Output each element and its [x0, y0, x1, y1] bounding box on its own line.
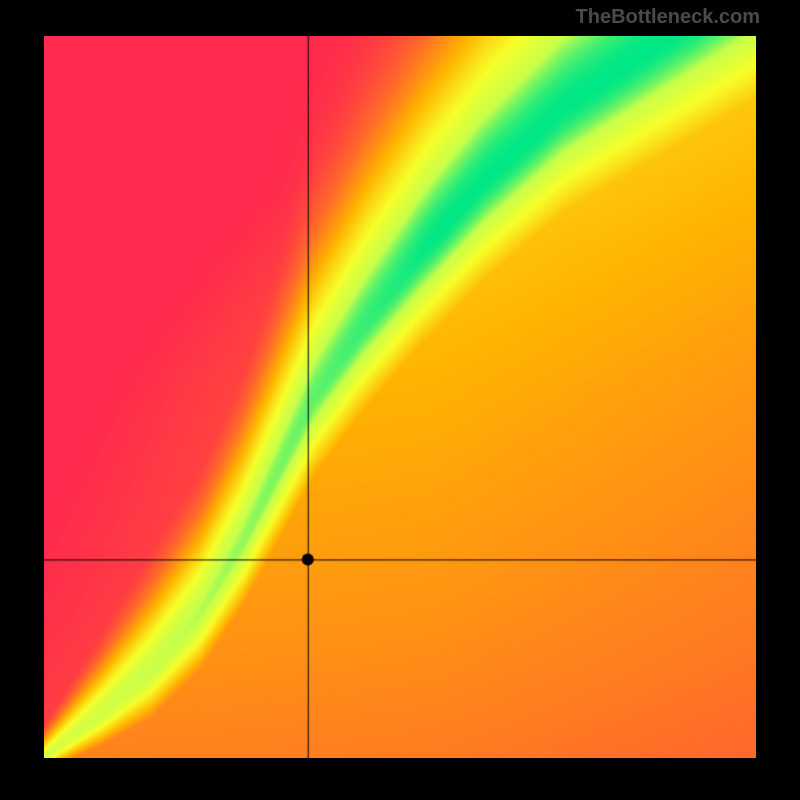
chart-frame: TheBottleneck.com [0, 0, 800, 800]
bottleneck-heatmap-canvas [44, 36, 756, 758]
watermark-text: TheBottleneck.com [576, 6, 760, 29]
